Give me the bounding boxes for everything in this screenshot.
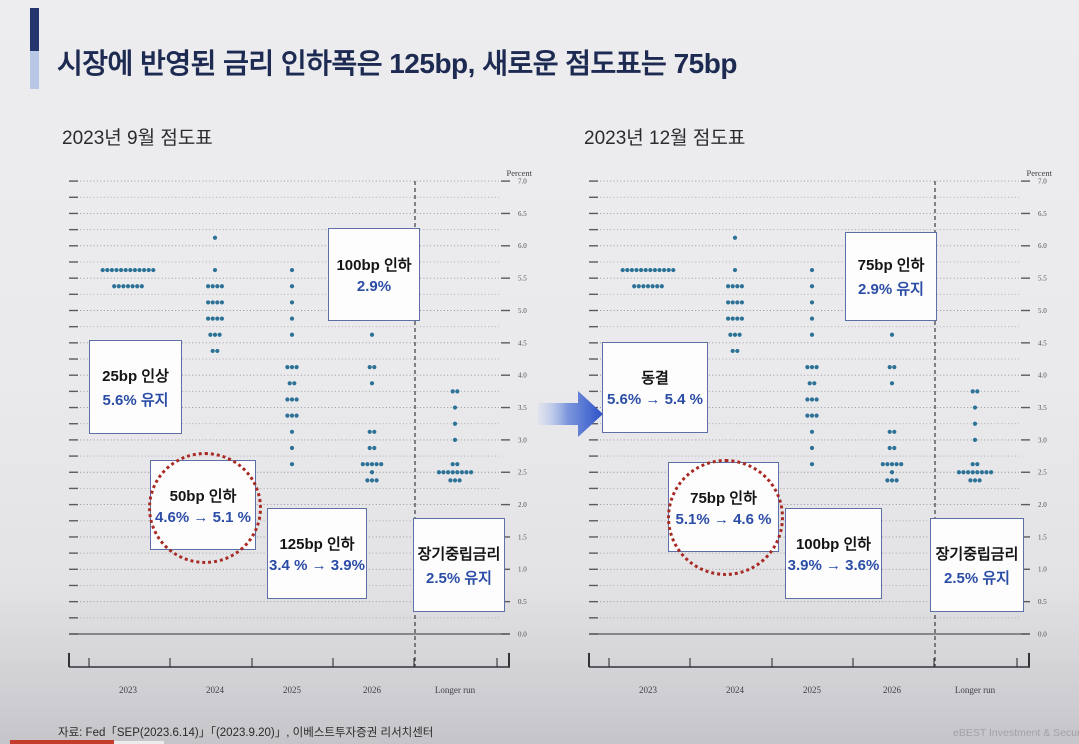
annotation-value: 5.6% → 5.4 % xyxy=(607,391,703,408)
svg-text:4.5: 4.5 xyxy=(1038,339,1047,347)
svg-text:2026: 2026 xyxy=(363,685,382,695)
dot-plot-september-2023: 0.0 0.5 1.0 1.5 2.0 2.5 3.0 3.5 4.0 4.5 5.0 5.5 6.0 6… xyxy=(68,168,533,695)
svg-text:7.0: 7.0 xyxy=(518,178,527,186)
annotation-label: 25bp 인상 xyxy=(102,367,169,385)
bottom-light-bar xyxy=(114,741,164,744)
svg-text:3.0: 3.0 xyxy=(518,436,527,444)
svg-text:Percent: Percent xyxy=(1027,168,1053,178)
svg-text:1.0: 1.0 xyxy=(518,566,527,574)
source-note: 자료: Fed「SEP(2023.6.14)」「(2023.9.20)」, 이베… xyxy=(58,727,434,739)
svg-text:0.0: 0.0 xyxy=(518,630,527,638)
annotation-freeze: 동결 5.6% → 5.4 % xyxy=(602,342,708,433)
svg-text:4.0: 4.0 xyxy=(1038,372,1047,380)
svg-text:6.0: 6.0 xyxy=(1038,242,1047,250)
svg-text:5.0: 5.0 xyxy=(518,307,527,315)
slide-title: 시장에 반영된 금리 인하폭은 125bp, 새로운 점도표는 75bp xyxy=(57,48,737,79)
svg-text:Longer run: Longer run xyxy=(435,685,476,695)
svg-text:4.0: 4.0 xyxy=(518,372,527,380)
svg-text:3.0: 3.0 xyxy=(1038,436,1047,444)
svg-text:2.0: 2.0 xyxy=(1038,501,1047,509)
svg-text:0.0: 0.0 xyxy=(1038,630,1047,638)
bottom-red-bar xyxy=(10,740,114,744)
svg-text:1.5: 1.5 xyxy=(1038,533,1047,541)
svg-text:2023: 2023 xyxy=(119,685,138,695)
left-chart-title: 2023년 9월 점도표 xyxy=(62,128,213,149)
svg-text:1.0: 1.0 xyxy=(1038,566,1047,574)
svg-text:1.5: 1.5 xyxy=(518,533,527,541)
highlight-circle-left xyxy=(148,452,262,564)
annotation-125bp-cut: 125bp 인하 3.4 % → 3.9% xyxy=(267,508,367,599)
svg-text:Percent: Percent xyxy=(507,168,533,178)
annotation-value: 3.9% → 3.6% xyxy=(787,557,880,574)
dot-plot-december-2023: 0.0 0.5 1.0 1.5 2.0 2.5 3.0 3.5 4.0 4.5 5.0 5.5 6.0 6… xyxy=(588,168,1053,695)
svg-text:2025: 2025 xyxy=(283,685,302,695)
annotation-value: 3.4 % → 3.9% xyxy=(269,557,365,574)
svg-text:2.5: 2.5 xyxy=(1038,469,1047,477)
annotation-value: 2.5% 유지 xyxy=(426,569,492,587)
svg-text:2.5: 2.5 xyxy=(518,469,527,477)
svg-text:5.5: 5.5 xyxy=(1038,275,1047,283)
annotation-label: 75bp 인하 xyxy=(857,257,925,274)
title-accent-bar-dark xyxy=(30,8,39,51)
svg-text:Longer run: Longer run xyxy=(955,685,996,695)
svg-text:6.5: 6.5 xyxy=(1038,210,1047,218)
annotation-25bp-hike: 25bp 인상 5.6% 유지 xyxy=(89,340,182,434)
svg-text:0.5: 0.5 xyxy=(1038,598,1047,606)
svg-text:5.0: 5.0 xyxy=(1038,307,1047,315)
annotation-value: 5.6% 유지 xyxy=(102,391,169,409)
svg-text:2025: 2025 xyxy=(803,685,822,695)
highlight-circle-right xyxy=(667,459,784,576)
title-accent-bar-light xyxy=(30,51,39,89)
svg-text:5.5: 5.5 xyxy=(518,275,527,283)
annotation-100bp-cut-right: 100bp 인하 3.9% → 3.6% xyxy=(785,508,882,599)
annotation-100bp-cut-left: 100bp 인하 2.9% xyxy=(328,228,420,321)
company-watermark: eBEST Investment & Securities xyxy=(953,727,1079,739)
annotation-label: 125bp 인하 xyxy=(279,536,355,553)
svg-text:2.0: 2.0 xyxy=(518,501,527,509)
annotation-75bp-cut-top: 75bp 인하 2.9% 유지 xyxy=(845,232,937,321)
svg-text:3.5: 3.5 xyxy=(518,404,527,412)
annotation-label: 장기중립금리 xyxy=(417,545,501,563)
svg-text:2026: 2026 xyxy=(883,685,902,695)
annotation-value: 2.9% 유지 xyxy=(858,281,924,298)
svg-text:2024: 2024 xyxy=(206,685,225,695)
annotation-neutral-rate-left: 장기중립금리 2.5% 유지 xyxy=(413,518,505,612)
svg-text:6.5: 6.5 xyxy=(518,210,527,218)
annotation-label: 장기중립금리 xyxy=(935,545,1019,563)
svg-text:6.0: 6.0 xyxy=(518,242,527,250)
transition-arrow-icon xyxy=(538,391,603,437)
annotation-value: 2.5% 유지 xyxy=(944,569,1010,587)
annotation-label: 100bp 인하 xyxy=(795,536,872,553)
svg-text:2023: 2023 xyxy=(639,685,658,695)
svg-text:2024: 2024 xyxy=(726,685,745,695)
annotation-neutral-rate-right: 장기중립금리 2.5% 유지 xyxy=(930,518,1024,612)
annotation-label: 동결 xyxy=(641,370,669,387)
title-accent-bar xyxy=(30,8,39,89)
right-chart-title: 2023년 12월 점도표 xyxy=(584,128,746,149)
svg-text:7.0: 7.0 xyxy=(1038,178,1047,186)
annotation-value: 2.9% xyxy=(356,278,392,295)
svg-text:4.5: 4.5 xyxy=(518,339,527,347)
svg-text:0.5: 0.5 xyxy=(518,598,527,606)
svg-text:3.5: 3.5 xyxy=(1038,404,1047,412)
annotation-label: 100bp 인하 xyxy=(336,257,412,274)
